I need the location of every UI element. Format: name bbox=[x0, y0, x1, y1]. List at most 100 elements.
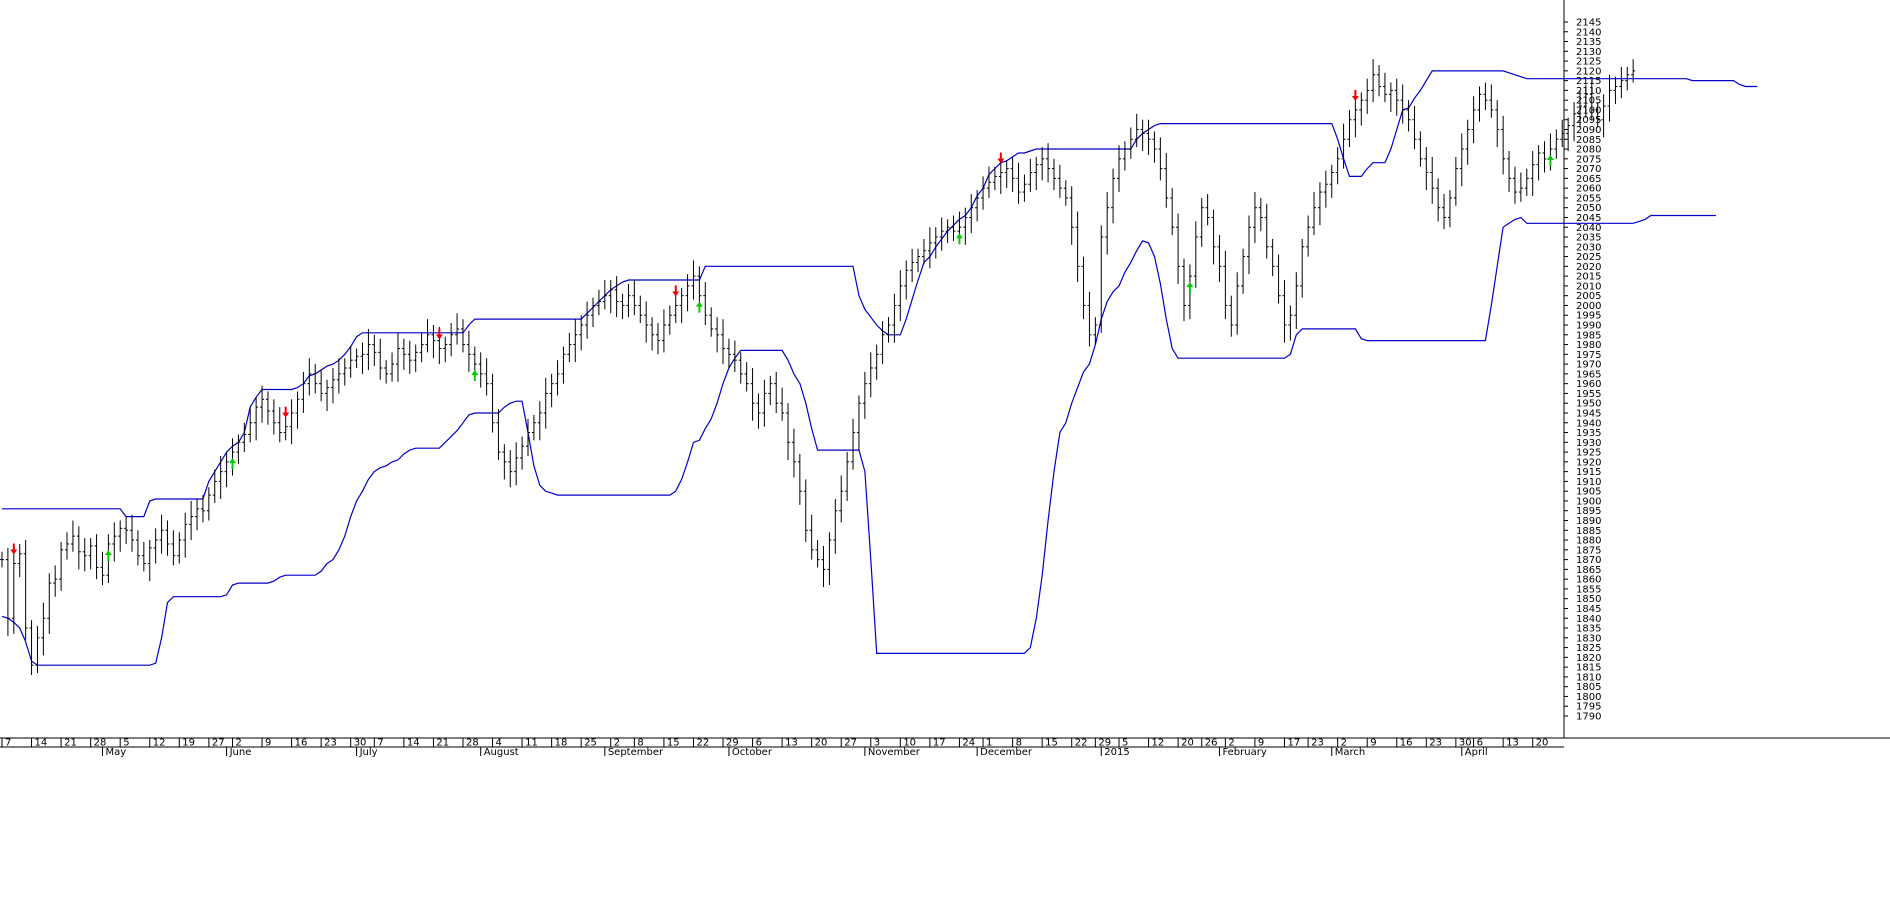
sell-signal-arrow bbox=[997, 152, 1005, 164]
sell-signal-arrow bbox=[10, 543, 18, 555]
x-month-label: 2015 bbox=[1104, 747, 1129, 758]
y-tick-label: 2095 bbox=[1576, 115, 1601, 126]
y-tick-label: 2125 bbox=[1576, 57, 1601, 68]
x-month-label: September bbox=[608, 747, 664, 758]
x-month-label: May bbox=[105, 747, 126, 758]
sell-signal-arrow-head bbox=[997, 158, 1005, 164]
buy-signal-arrow-head bbox=[1186, 282, 1194, 288]
x-day-label: 6 bbox=[756, 738, 762, 749]
y-tick-label: 1790 bbox=[1576, 712, 1601, 723]
y-tick-label: 1955 bbox=[1576, 389, 1601, 400]
y-tick-label: 1960 bbox=[1576, 379, 1601, 390]
x-day-label: 16 bbox=[295, 738, 308, 749]
y-tick-label: 1840 bbox=[1576, 614, 1601, 625]
x-day-label: 17 bbox=[1287, 738, 1300, 749]
x-day-label: 9 bbox=[1258, 738, 1264, 749]
x-day-label: 2 bbox=[614, 738, 620, 749]
x-day-label: 15 bbox=[1045, 738, 1058, 749]
sell-signal-arrow-head bbox=[1351, 95, 1359, 101]
x-axis: 7 14 21 28 5 12 19 27 2 9 16 23 30 7 14 21 28 4 11 18 25 2 8 15… bbox=[0, 737, 1890, 758]
buy-signal-arrow-head bbox=[955, 233, 963, 239]
y-tick-label: 2120 bbox=[1576, 66, 1601, 77]
x-day-label: 19 bbox=[182, 738, 195, 749]
y-tick-label: 1895 bbox=[1576, 506, 1601, 517]
x-day-label: 2 bbox=[1228, 738, 1234, 749]
x-day-label: 8 bbox=[1016, 738, 1022, 749]
x-day-label: 28 bbox=[94, 738, 107, 749]
x-day-label: 16 bbox=[1400, 738, 1413, 749]
x-month-label: December bbox=[980, 747, 1033, 758]
x-month-label: June bbox=[229, 747, 252, 758]
y-tick-label: 2085 bbox=[1576, 135, 1601, 146]
x-day-label: 9 bbox=[1370, 738, 1376, 749]
x-day-label: 9 bbox=[265, 738, 271, 749]
x-day-label: 20 bbox=[1536, 738, 1549, 749]
x-day-label: 13 bbox=[1506, 738, 1519, 749]
x-day-label: 29 bbox=[1098, 738, 1111, 749]
x-day-label: 12 bbox=[153, 738, 166, 749]
x-month-label: April bbox=[1465, 747, 1488, 758]
y-tick-label: 1860 bbox=[1576, 575, 1601, 586]
x-day-label: 3 bbox=[874, 738, 880, 749]
y-tick-label: 2090 bbox=[1576, 125, 1601, 136]
x-day-label: 14 bbox=[35, 738, 48, 749]
x-month-label: November bbox=[868, 747, 921, 758]
y-tick-label: 1805 bbox=[1576, 682, 1601, 693]
y-tick-label: 2140 bbox=[1576, 27, 1601, 38]
channel-upper-line bbox=[2, 70, 1758, 518]
x-day-label: 17 bbox=[933, 738, 946, 749]
y-tick-label: 2060 bbox=[1576, 184, 1601, 195]
sell-signal-arrow-head bbox=[10, 549, 18, 555]
plot-area bbox=[0, 59, 1758, 675]
buy-signal-arrow bbox=[1186, 282, 1194, 294]
x-day-label: 27 bbox=[212, 738, 225, 749]
y-tick-label: 1980 bbox=[1576, 340, 1601, 351]
buy-signal-arrow-head bbox=[104, 549, 112, 555]
x-month-label: July bbox=[359, 747, 378, 758]
sell-signal-arrow-head bbox=[435, 334, 443, 340]
x-day-label: 1 bbox=[986, 738, 992, 749]
x-day-label: 28 bbox=[466, 738, 479, 749]
buy-signal-arrow-head bbox=[471, 370, 479, 376]
y-tick-label: 1920 bbox=[1576, 457, 1601, 468]
y-tick-label: 1900 bbox=[1576, 496, 1601, 507]
x-day-label: 26 bbox=[1205, 738, 1218, 749]
y-tick-label: 2100 bbox=[1576, 105, 1601, 116]
y-tick-label: 2115 bbox=[1576, 76, 1601, 87]
y-tick-label: 1875 bbox=[1576, 545, 1601, 556]
buy-signal-arrow bbox=[695, 301, 703, 313]
y-tick-label: 2130 bbox=[1576, 47, 1601, 58]
y-tick-label: 2040 bbox=[1576, 223, 1601, 234]
y-tick-label: 2010 bbox=[1576, 281, 1601, 292]
y-tick-label: 1995 bbox=[1576, 311, 1601, 322]
y-tick-label: 2025 bbox=[1576, 252, 1601, 263]
y-axis: 1790179518001805181018151820182518301835… bbox=[1563, 0, 1601, 738]
y-tick-label: 2075 bbox=[1576, 154, 1601, 165]
x-day-label: 7 bbox=[377, 738, 383, 749]
y-tick-label: 1910 bbox=[1576, 477, 1601, 488]
y-tick-label: 2055 bbox=[1576, 193, 1601, 204]
x-day-label: 10 bbox=[903, 738, 916, 749]
sell-signal-arrow-head bbox=[282, 412, 290, 418]
x-day-label: 13 bbox=[785, 738, 798, 749]
y-tick-label: 2080 bbox=[1576, 145, 1601, 156]
y-tick-label: 1915 bbox=[1576, 467, 1601, 478]
y-tick-label: 1870 bbox=[1576, 555, 1601, 566]
y-tick-label: 1885 bbox=[1576, 526, 1601, 537]
sell-signal-arrow bbox=[282, 406, 290, 418]
y-tick-label: 1845 bbox=[1576, 604, 1601, 615]
x-day-label: 22 bbox=[696, 738, 709, 749]
y-tick-label: 1970 bbox=[1576, 360, 1601, 371]
y-tick-label: 1925 bbox=[1576, 448, 1601, 459]
x-day-label: 21 bbox=[436, 738, 449, 749]
x-day-label: 2 bbox=[235, 738, 241, 749]
x-day-label: 6 bbox=[1477, 738, 1483, 749]
x-day-label: 29 bbox=[726, 738, 739, 749]
y-tick-label: 1820 bbox=[1576, 653, 1601, 664]
x-day-label: 24 bbox=[962, 738, 975, 749]
x-day-label: 12 bbox=[1152, 738, 1165, 749]
x-day-label: 23 bbox=[1429, 738, 1442, 749]
x-day-label: 21 bbox=[64, 738, 77, 749]
